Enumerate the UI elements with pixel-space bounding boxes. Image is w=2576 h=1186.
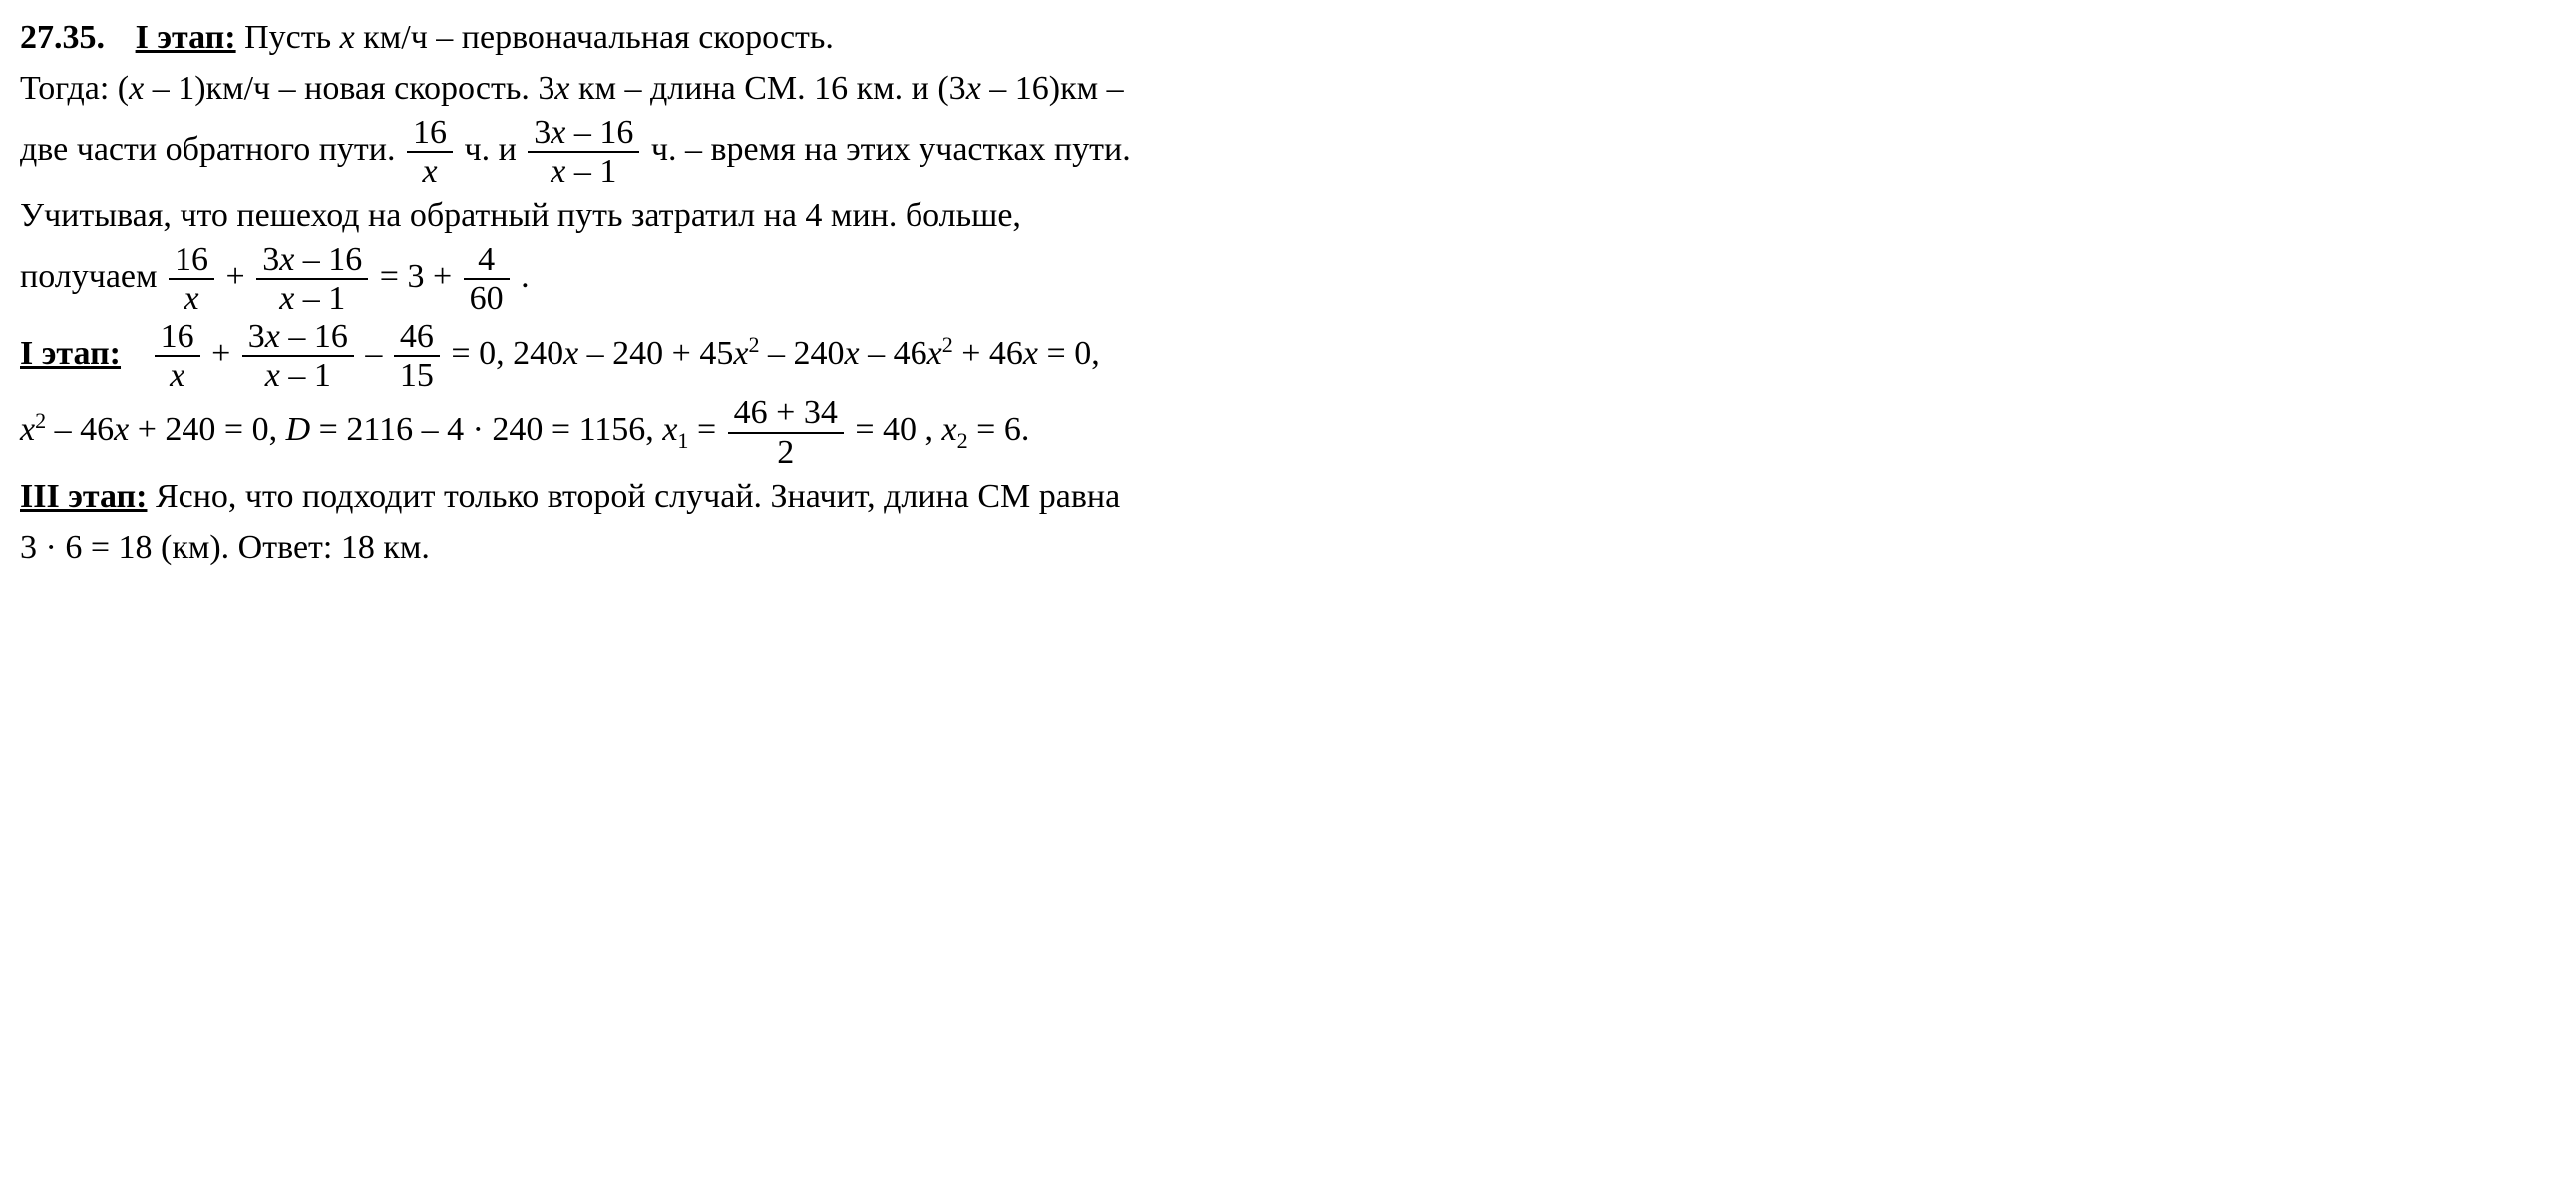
text: – 1)км/ч – новая скорость. 3 — [144, 70, 554, 107]
var-x: x — [129, 70, 144, 107]
denominator: 60 — [464, 280, 510, 317]
text: = 2116 – 4 · 240 = 1156, — [310, 412, 662, 449]
line-4: Учитывая, что пешеход на обратный путь з… — [20, 191, 2556, 241]
var-x: x — [114, 412, 129, 449]
problem-number: 27.35. — [20, 19, 105, 56]
text: = 40 , — [855, 412, 941, 449]
text: = 0, 240 — [451, 335, 563, 372]
var-x: x — [554, 70, 569, 107]
text: = — [688, 412, 724, 449]
fraction: 4 60 — [464, 241, 510, 318]
denominator: x – 1 — [242, 357, 354, 394]
text: = 0, — [1038, 335, 1100, 372]
text: км – длина СМ. 16 км. и (3 — [569, 70, 965, 107]
numerator: 46 + 34 — [728, 394, 844, 433]
op-minus: – — [365, 335, 391, 372]
numerator: 3x – 16 — [528, 114, 639, 153]
text: + 240 = 0, — [129, 412, 285, 449]
denominator: 2 — [728, 434, 844, 471]
var-x1: x — [662, 412, 677, 449]
var-x: x — [845, 335, 860, 372]
numerator: 16 — [407, 114, 453, 153]
denominator: x — [169, 280, 214, 317]
denominator: x – 1 — [256, 280, 368, 317]
line-8: III этап: Ясно, что подходит только втор… — [20, 471, 2556, 522]
fraction: 16 x — [155, 318, 200, 395]
stage-1-label: I этап: — [136, 19, 236, 56]
fraction: 46 + 34 2 — [728, 394, 844, 471]
numerator: 3x – 16 — [242, 318, 354, 357]
line-2: Тогда: (x – 1)км/ч – новая скорость. 3x … — [20, 63, 2556, 114]
var-x: x — [1023, 335, 1038, 372]
text: Учитывая, что пешеход на обратный путь з… — [20, 198, 1021, 234]
numerator: 3x – 16 — [256, 241, 368, 280]
var-x: x — [733, 335, 748, 372]
line-3: две части обратного пути. 16 x ч. и 3x –… — [20, 114, 2556, 191]
line-9: 3 · 6 = 18 (км). Ответ: 18 км. — [20, 522, 2556, 573]
fraction: 3x – 16 x – 1 — [528, 114, 639, 191]
line-6: I этап: 16 x + 3x – 16 x – 1 – 46 15 = 0… — [20, 318, 2556, 395]
numerator: 4 — [464, 241, 510, 280]
text: Тогда: ( — [20, 70, 129, 107]
text: Пусть — [244, 19, 340, 56]
text: – 46 — [46, 412, 114, 449]
text: ч. – время на этих участках пути. — [651, 131, 1131, 168]
numerator: 16 — [155, 318, 200, 357]
sup-2: 2 — [35, 408, 46, 433]
stage-3-label: III этап: — [20, 478, 147, 515]
text: Ясно, что подходит только второй случай.… — [156, 478, 1120, 515]
denominator: x — [407, 153, 453, 190]
op-plus: + — [211, 335, 239, 372]
op-plus: + — [226, 258, 254, 295]
text: – 46 — [860, 335, 927, 372]
fraction: 3x – 16 x – 1 — [242, 318, 354, 395]
text: + 46 — [953, 335, 1023, 372]
text: = 3 + — [380, 258, 461, 295]
line-7: x2 – 46x + 240 = 0, D = 2116 – 4 · 240 =… — [20, 394, 2556, 471]
denominator: x — [155, 357, 200, 394]
stage-1b-label: I этап: — [20, 335, 121, 372]
fraction: 3x – 16 x – 1 — [256, 241, 368, 318]
line-1: 27.35. I этап: Пусть x км/ч – первоначал… — [20, 12, 2556, 63]
fraction: 16 x — [407, 114, 453, 191]
sub-2: 2 — [957, 428, 968, 453]
text: . — [521, 258, 530, 295]
text: – 240 + 45 — [578, 335, 733, 372]
var-x2: x — [942, 412, 957, 449]
fraction: 46 15 — [394, 318, 440, 395]
line-5: получаем 16 x + 3x – 16 x – 1 = 3 + 4 60… — [20, 241, 2556, 318]
sub-1: 1 — [677, 428, 688, 453]
text: получаем — [20, 258, 166, 295]
text: = 6. — [968, 412, 1030, 449]
text: 3 · 6 = 18 (км). Ответ: 18 км. — [20, 529, 430, 566]
denominator: 15 — [394, 357, 440, 394]
text: две части обратного пути. — [20, 131, 404, 168]
numerator: 16 — [169, 241, 214, 280]
var-x: x — [966, 70, 981, 107]
text: ч. и — [465, 131, 526, 168]
sup-2: 2 — [942, 331, 953, 356]
text: – 240 — [760, 335, 845, 372]
var-D: D — [286, 412, 311, 449]
denominator: x – 1 — [528, 153, 639, 190]
sup-2: 2 — [748, 331, 759, 356]
fraction: 16 x — [169, 241, 214, 318]
text: – 16)км – — [981, 70, 1124, 107]
var-x: x — [340, 19, 355, 56]
numerator: 46 — [394, 318, 440, 357]
text: км/ч – первоначальная скорость. — [355, 19, 834, 56]
var-x: x — [563, 335, 578, 372]
var-x: x — [20, 412, 35, 449]
var-x: x — [927, 335, 942, 372]
